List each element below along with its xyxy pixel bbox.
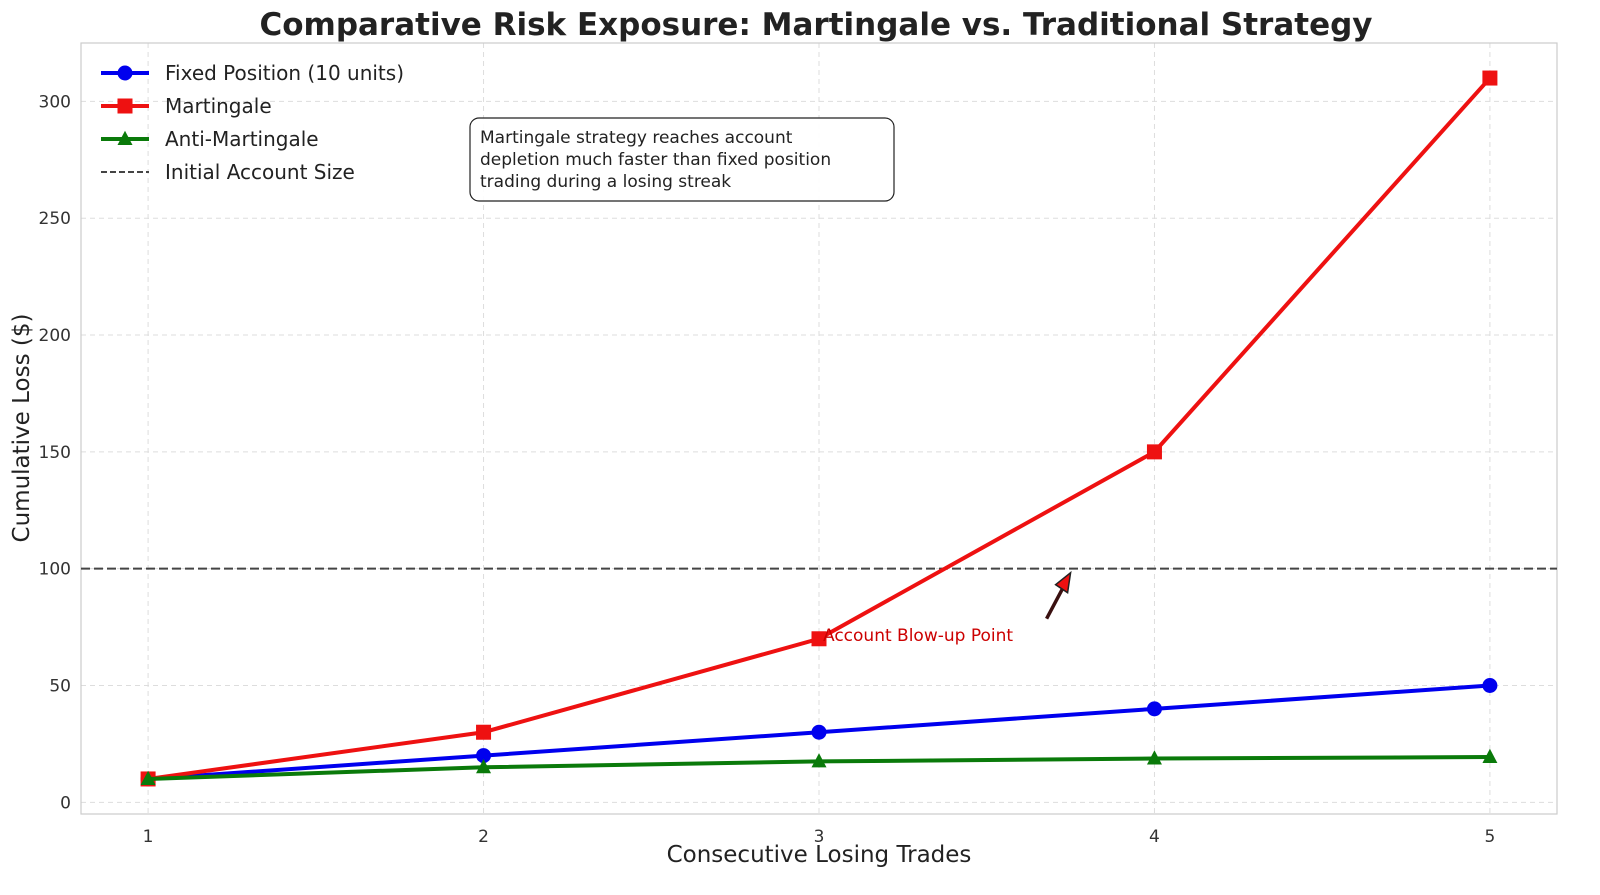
legend-label: Martingale	[165, 94, 272, 118]
data-point	[476, 724, 492, 740]
data-point	[811, 753, 827, 768]
data-point	[476, 759, 492, 774]
chart-title: Comparative Risk Exposure: Martingale vs…	[259, 7, 1372, 43]
y-tick-label: 300	[39, 92, 71, 112]
x-tick-label: 5	[1484, 827, 1495, 847]
data-point	[117, 65, 133, 81]
data-point	[1482, 70, 1498, 86]
info-box-line: depletion much faster than fixed positio…	[480, 150, 831, 170]
data-point	[1482, 748, 1498, 764]
legend-label: Fixed Position (10 units)	[165, 61, 404, 85]
data-point	[1482, 678, 1498, 693]
x-axis-label: Consecutive Losing Trades	[667, 842, 972, 868]
y-tick-label: 150	[39, 443, 71, 463]
x-tick-label: 2	[478, 827, 489, 847]
data-point	[1146, 750, 1162, 765]
y-tick-label: 0	[60, 793, 71, 813]
plot-frame	[80, 42, 1558, 815]
data-point	[117, 98, 133, 114]
info-box-line: trading during a losing streak	[480, 172, 731, 192]
data-point	[117, 130, 133, 145]
info-box	[469, 117, 895, 202]
y-tick-label: 250	[39, 209, 71, 229]
data-point	[811, 724, 827, 740]
data-point	[140, 770, 156, 785]
data-point	[476, 748, 492, 764]
info-box-line: Martingale strategy reaches account	[480, 128, 793, 148]
y-tick-label: 100	[39, 560, 71, 580]
y-axis-label: Cumulative Loss ($)	[9, 314, 35, 543]
y-tick-label: 200	[39, 326, 71, 346]
annotation-label: Account Blow-up Point	[823, 626, 1013, 646]
x-tick-label: 4	[1149, 827, 1160, 847]
annotation-arrow-shaft	[1045, 585, 1066, 620]
info-box-text: Martingale strategy reaches account deple…	[480, 128, 831, 192]
legend-label: Initial Account Size	[165, 160, 355, 184]
data-point	[1146, 444, 1162, 460]
y-tick-label: 50	[49, 677, 71, 697]
data-point	[811, 631, 827, 647]
x-tick-label: 3	[814, 827, 825, 847]
annotation-arrow-head	[1054, 570, 1072, 594]
legend-label: Anti-Martingale	[165, 127, 319, 151]
x-tick-label: 1	[143, 827, 154, 847]
data-point	[1146, 701, 1162, 717]
